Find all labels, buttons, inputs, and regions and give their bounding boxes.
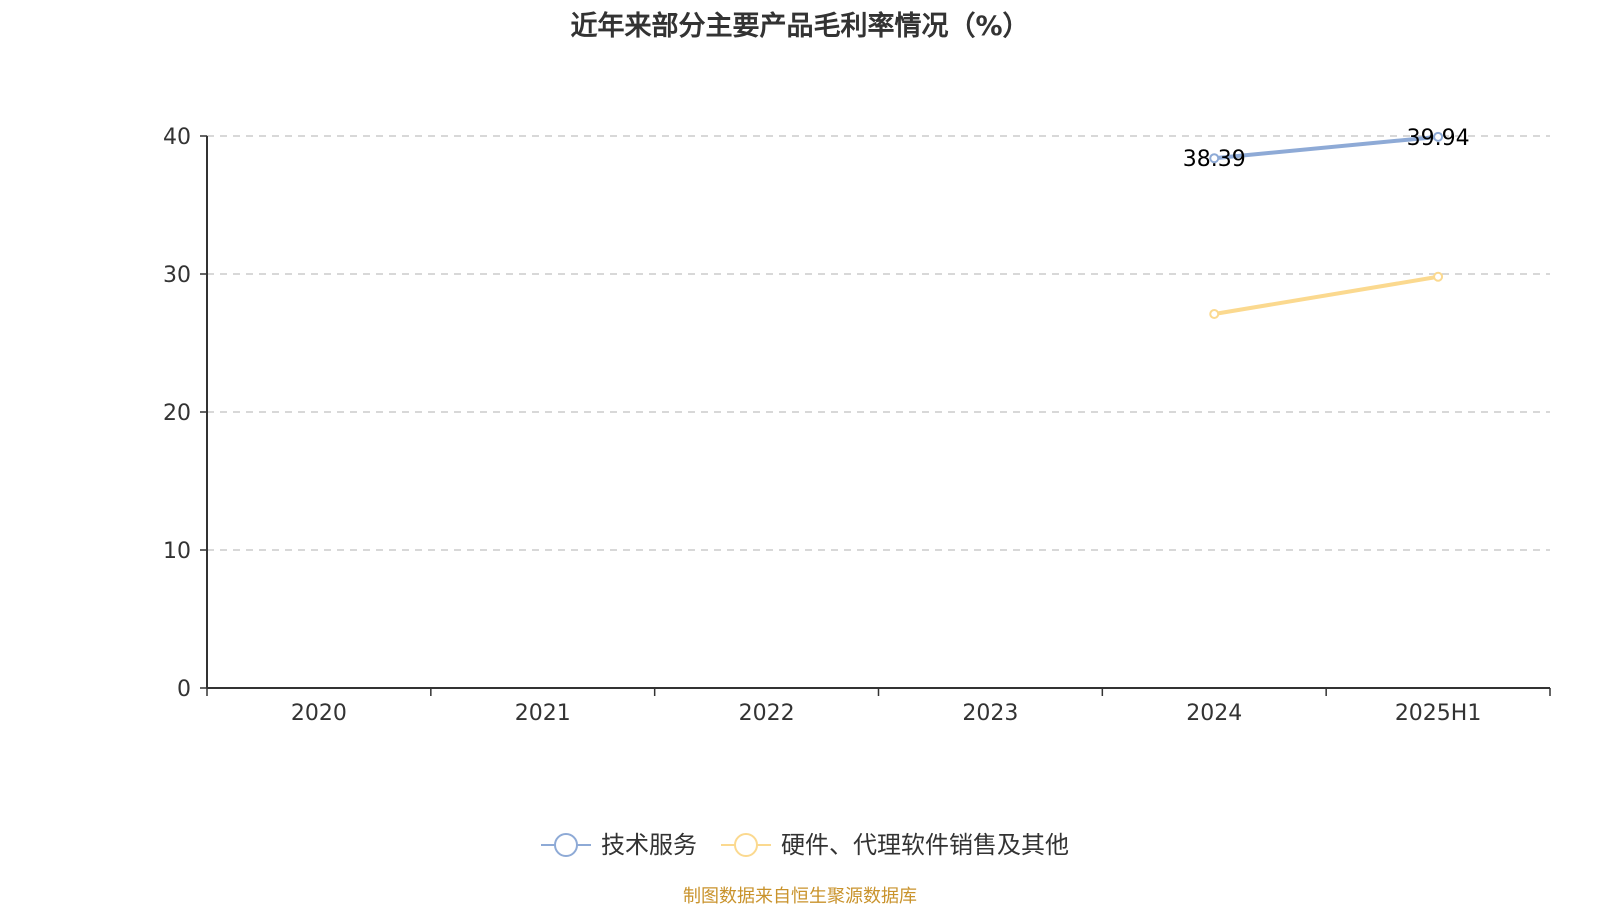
data-point-1-0 (1209, 309, 1220, 320)
x-tick-label-2020: 2020 (291, 701, 347, 726)
y-tick-label: 0 (177, 677, 191, 702)
data-source-note: 制图数据来自恒生聚源数据库 (683, 886, 917, 907)
data-point-1-1 (1433, 271, 1444, 282)
x-tick-label-2023: 2023 (962, 701, 1018, 726)
series-lines (1209, 131, 1444, 320)
data-point-0-1 (1433, 131, 1444, 142)
data-label-0-0: 38.39 (1183, 147, 1246, 172)
chart-title: 近年来部分主要产品毛利率情况（%） (570, 11, 1030, 42)
legend[interactable]: 技术服务 硬件、代理软件销售及其他 (541, 831, 1069, 859)
series-line-1 (1213, 274, 1439, 316)
y-tick-label: 10 (163, 539, 191, 564)
legend-marker-icon (734, 833, 758, 857)
gridlines (207, 135, 1550, 551)
data-label-0-1: 39.94 (1407, 126, 1470, 151)
axes: 0 10 20 30 40 2020 2021 2022 2023 2024 2025H1 (163, 125, 1551, 726)
data-labels: 38.39 39.94 (1183, 126, 1470, 172)
legend-item-1[interactable]: 硬件、代理软件销售及其他 (721, 831, 1069, 859)
y-tick-label: 40 (163, 125, 191, 150)
legend-label: 技术服务 (601, 831, 697, 859)
y-tick-label: 20 (163, 401, 191, 426)
x-tick-label-2021: 2021 (515, 701, 571, 726)
x-tick-label-2024: 2024 (1186, 701, 1242, 726)
series-line-0 (1214, 134, 1439, 161)
legend-item-0[interactable]: 技术服务 (541, 831, 697, 859)
x-tick-label-2025H1: 2025H1 (1395, 701, 1482, 726)
legend-label: 硬件、代理软件销售及其他 (781, 831, 1069, 859)
y-tick-label: 30 (163, 263, 191, 288)
legend-marker-icon (554, 833, 578, 857)
data-point-0-0 (1209, 153, 1220, 164)
x-tick-label-2022: 2022 (739, 701, 795, 726)
